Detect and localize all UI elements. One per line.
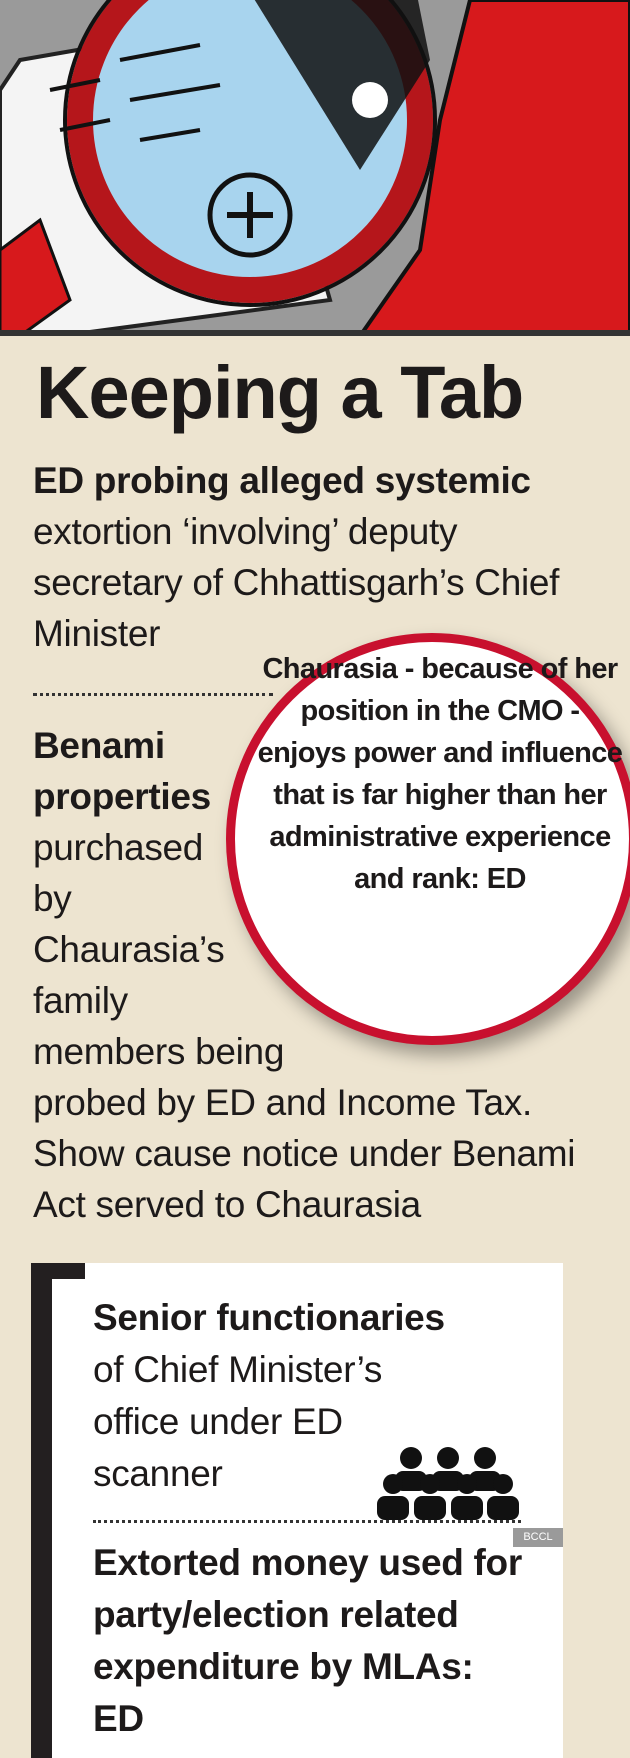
point-text: extortion ‘involving’ deputy secretary o… [33, 511, 560, 654]
box-point: Extorted money used for party/election r… [93, 1537, 533, 1745]
quote-circle [226, 633, 630, 1045]
box-stub [31, 1263, 85, 1279]
divider [33, 693, 273, 696]
quote: Chaurasia - because of her position in t… [257, 653, 623, 895]
people-icon [377, 1447, 519, 1520]
illustration [0, 0, 630, 336]
box-text: of Chief Minister’s office under ED scan… [93, 1349, 383, 1494]
point-lead: Benami properties [33, 725, 211, 817]
point-text: purchased by Chaurasia’s family members … [33, 827, 576, 1225]
divider [93, 1520, 521, 1523]
credit: BCCL [513, 1528, 563, 1547]
point: Benami properties purchased by Chaurasia… [33, 720, 603, 1230]
point: ED probing alleged systemic extortion ‘i… [33, 455, 603, 659]
box-bar [31, 1263, 52, 1758]
box-point: Senior functionaries of Chief Minister’s… [93, 1292, 453, 1500]
box-lead: Senior functionaries [93, 1297, 445, 1338]
title: Keeping a Tab [36, 351, 524, 434]
point-lead: ED probing alleged systemic [33, 460, 531, 501]
box-lead: Extorted money used for party/election r… [93, 1542, 522, 1739]
